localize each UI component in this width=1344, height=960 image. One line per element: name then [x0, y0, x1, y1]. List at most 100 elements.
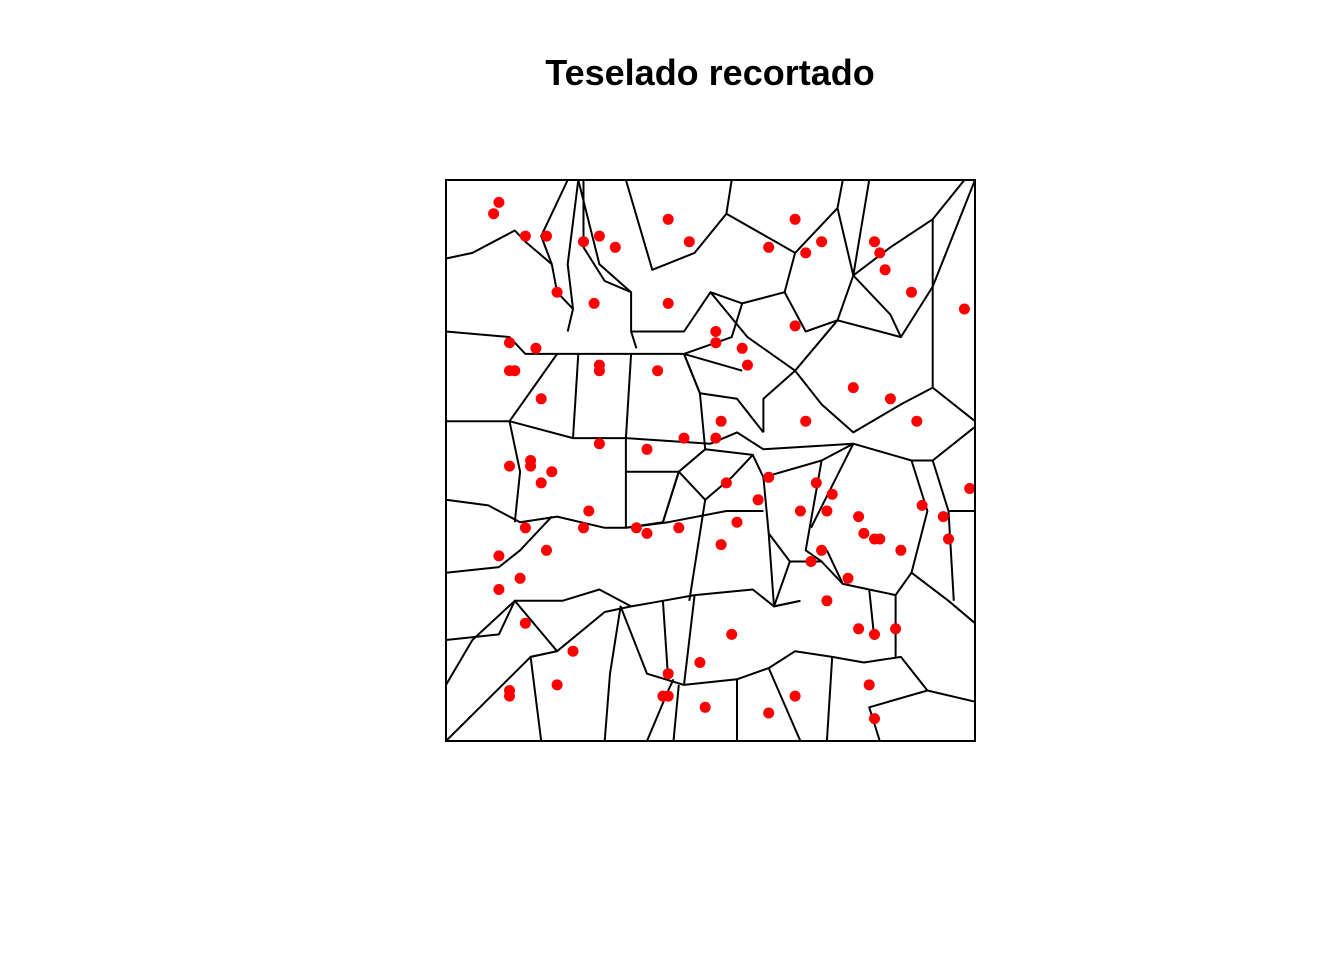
- data-point: [731, 516, 743, 528]
- tessellation-edge: [625, 353, 707, 473]
- data-point: [588, 297, 600, 309]
- data-point: [943, 533, 954, 545]
- data-point: [810, 477, 822, 489]
- tessellation-edge: [683, 594, 696, 686]
- data-point: [546, 466, 558, 478]
- data-point: [869, 713, 880, 725]
- data-point: [720, 477, 732, 489]
- tessellation-edge: [868, 689, 928, 742]
- tessellation-edge: [825, 656, 834, 742]
- data-point: [964, 483, 976, 494]
- data-point: [726, 628, 738, 640]
- data-point: [493, 196, 505, 208]
- tessellation-edge: [852, 219, 934, 339]
- data-point: [869, 628, 880, 640]
- data-point: [488, 208, 500, 220]
- tessellation-edge: [572, 353, 580, 439]
- data-point: [805, 556, 817, 567]
- data-point: [916, 499, 928, 511]
- data-point: [593, 230, 605, 242]
- data-point: [493, 550, 505, 562]
- data-point: [800, 247, 812, 259]
- data-point: [609, 241, 621, 253]
- tessellation-edge: [773, 561, 791, 607]
- data-point: [742, 359, 753, 371]
- data-point: [821, 505, 833, 517]
- data-point: [763, 707, 775, 719]
- tessellation-edge: [709, 291, 796, 372]
- data-point: [794, 505, 806, 517]
- tessellation-edge: [661, 471, 680, 523]
- data-point: [847, 382, 859, 394]
- data-point: [879, 264, 891, 276]
- data-point: [551, 286, 563, 298]
- tessellation-edge: [725, 179, 844, 254]
- tessellation-edge: [810, 443, 855, 529]
- data-point: [715, 415, 727, 427]
- data-point: [789, 690, 801, 702]
- data-point: [525, 460, 537, 472]
- tessellation-edge: [836, 179, 966, 277]
- data-point: [551, 679, 563, 691]
- data-point: [683, 236, 695, 248]
- data-point: [641, 527, 653, 539]
- data-point: [493, 584, 505, 595]
- tessellation-edge: [825, 549, 844, 585]
- tessellation-edge: [445, 229, 553, 265]
- tessellation-edge: [762, 369, 796, 433]
- tessellation-edge: [577, 179, 632, 293]
- data-point: [678, 432, 690, 444]
- data-point: [710, 337, 722, 349]
- tessellation-edge: [767, 533, 801, 608]
- data-point: [874, 247, 886, 259]
- tessellation-edge: [794, 319, 934, 434]
- tessellation-edge: [688, 499, 707, 601]
- tessellation-edge: [646, 678, 675, 742]
- data-point: [821, 595, 833, 607]
- data-point: [710, 432, 722, 444]
- data-point: [504, 337, 515, 349]
- data-point: [826, 488, 838, 500]
- data-point: [789, 213, 801, 225]
- data-point: [884, 393, 896, 405]
- data-point: [874, 533, 886, 545]
- tessellation-edges: [445, 179, 976, 742]
- tessellation-edge: [783, 275, 855, 333]
- tessellation-edge: [767, 667, 802, 742]
- tessellation-edge: [624, 353, 633, 528]
- data-point: [800, 415, 812, 427]
- data-point: [869, 236, 880, 248]
- data-point: [906, 286, 917, 298]
- data-point: [673, 522, 685, 534]
- data-point: [699, 701, 711, 713]
- data-point: [853, 623, 865, 635]
- plot-frame: [445, 179, 976, 742]
- data-point: [842, 572, 854, 584]
- tessellation-edge: [603, 605, 976, 742]
- tessellation-edge: [566, 179, 580, 310]
- data-point: [504, 460, 515, 472]
- data-point: [763, 471, 775, 483]
- chart-title: Teselado recortado: [545, 52, 875, 93]
- data-point: [593, 365, 605, 377]
- data-point: [541, 544, 552, 556]
- tessellation-edge: [762, 477, 913, 597]
- data-point: [652, 365, 664, 377]
- data-point: [662, 690, 674, 702]
- data-point: [514, 572, 526, 584]
- tessellation-edge: [445, 639, 474, 686]
- tessellation-edge: [508, 353, 558, 523]
- data-point: [530, 342, 542, 354]
- tessellation-edge: [446, 420, 976, 462]
- tessellation-edge: [540, 179, 574, 332]
- data-point: [715, 539, 727, 551]
- tessellation-edge: [445, 515, 553, 574]
- data-point: [858, 527, 870, 539]
- data-point: [593, 438, 605, 450]
- data-point: [816, 236, 828, 248]
- data-point: [958, 303, 970, 315]
- data-point: [816, 544, 828, 556]
- tessellation-edge: [804, 460, 823, 563]
- tessellation-edge: [672, 684, 680, 742]
- data-point: [535, 477, 547, 489]
